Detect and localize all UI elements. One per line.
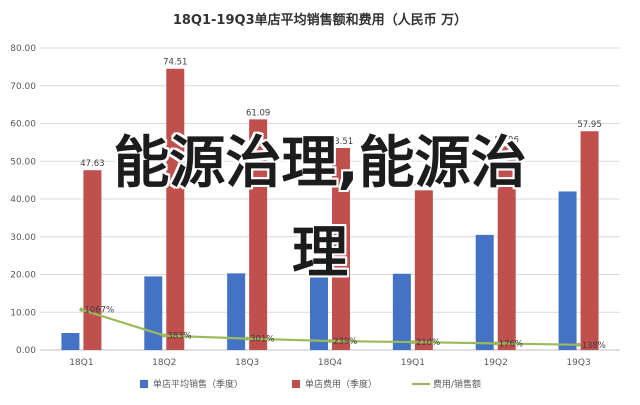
bar-sales (392, 273, 411, 350)
ratio-line (79, 307, 581, 347)
x-tick-label: 18Q4 (318, 358, 343, 368)
y-tick-label: 70.00 (10, 82, 36, 92)
bar-cost (249, 119, 268, 350)
bar-data-label: 53.51 (329, 137, 353, 147)
bar-sales (310, 269, 328, 350)
ratio-point (576, 342, 581, 347)
ratio-point (328, 338, 332, 343)
bar-cost (332, 147, 350, 350)
chart-title: 18Q1-19Q3单店平均销售额和费用（人民币 万） (173, 12, 467, 28)
legend-label: 单店平均销售（季度） (153, 378, 243, 390)
bar-data-label: 47.63 (80, 159, 104, 169)
x-tick-label: 19Q2 (484, 358, 508, 368)
x-tick-label: 18Q1 (69, 358, 93, 368)
legend-swatch (140, 380, 148, 388)
legend-swatch (292, 380, 300, 388)
x-axis-ticks: 18Q1 18Q2 18Q3 18Q4 19Q1 19Q2 19Q3 (69, 358, 590, 368)
ratio-data-label: 210% (416, 338, 440, 348)
ratio-data-label: 138% (582, 341, 606, 351)
y-tick-label: 10.00 (10, 308, 36, 318)
bar-sales (227, 273, 246, 350)
ratio-data-label: 176% (499, 339, 523, 349)
ratio-data-label: 1067% (84, 306, 114, 316)
bars (61, 68, 599, 351)
x-tick-label: 18Q2 (152, 358, 176, 368)
ratio-point (162, 333, 167, 338)
y-tick-label: 20.00 (10, 271, 36, 281)
y-tick-label: 60.00 (10, 120, 36, 130)
ratio-point (245, 336, 250, 341)
legend: 单店平均销售（季度） 单店费用（季度） 费用/销售额 (140, 378, 481, 390)
y-axis-ticks: 0.00 10.00 20.00 30.00 40.00 50.00 60.00 70.00 8… (10, 44, 36, 356)
ratio-point (410, 340, 415, 345)
x-tick-label: 18Q3 (235, 358, 259, 368)
ratio-data-label: 301% (250, 335, 274, 345)
bar-cost (83, 170, 102, 350)
y-tick-label: 50.00 (10, 157, 36, 167)
bar-cost (497, 146, 516, 350)
ratio-point (493, 341, 498, 346)
ratio-data-label: 383% (167, 332, 191, 342)
y-tick-label: 40.00 (10, 195, 36, 205)
bar-sales (558, 191, 577, 350)
bar-sales (61, 333, 80, 350)
bar-cost (414, 190, 433, 350)
y-tick-label: 30.00 (10, 233, 36, 243)
bar-data-label: 61.09 (246, 108, 270, 118)
x-tick-label: 19Q1 (401, 358, 425, 368)
y-tick-label: 80.00 (10, 44, 36, 54)
data-labels: 47.63 74.51 61.09 53.51 42.3 53.96 57.95 1067% 3… (80, 58, 606, 351)
y-tick-label: 0.00 (16, 346, 36, 356)
bar-data-label: 42.3 (414, 179, 433, 189)
ratio-data-label: 239% (333, 337, 357, 347)
bar-cost (166, 68, 185, 351)
legend-label: 费用/销售额 (433, 378, 481, 390)
gridlines (40, 47, 620, 351)
bar-data-label: 74.51 (163, 58, 187, 68)
x-tick-label: 19Q3 (566, 358, 590, 368)
bar-sales (475, 234, 494, 350)
bar-sales (144, 276, 163, 350)
legend-label: 单店费用（季度） (305, 378, 377, 390)
ratio-point (79, 307, 84, 312)
bar-data-label: 57.95 (577, 120, 601, 130)
bar-cost (580, 131, 599, 350)
bar-data-label: 53.96 (495, 135, 519, 145)
